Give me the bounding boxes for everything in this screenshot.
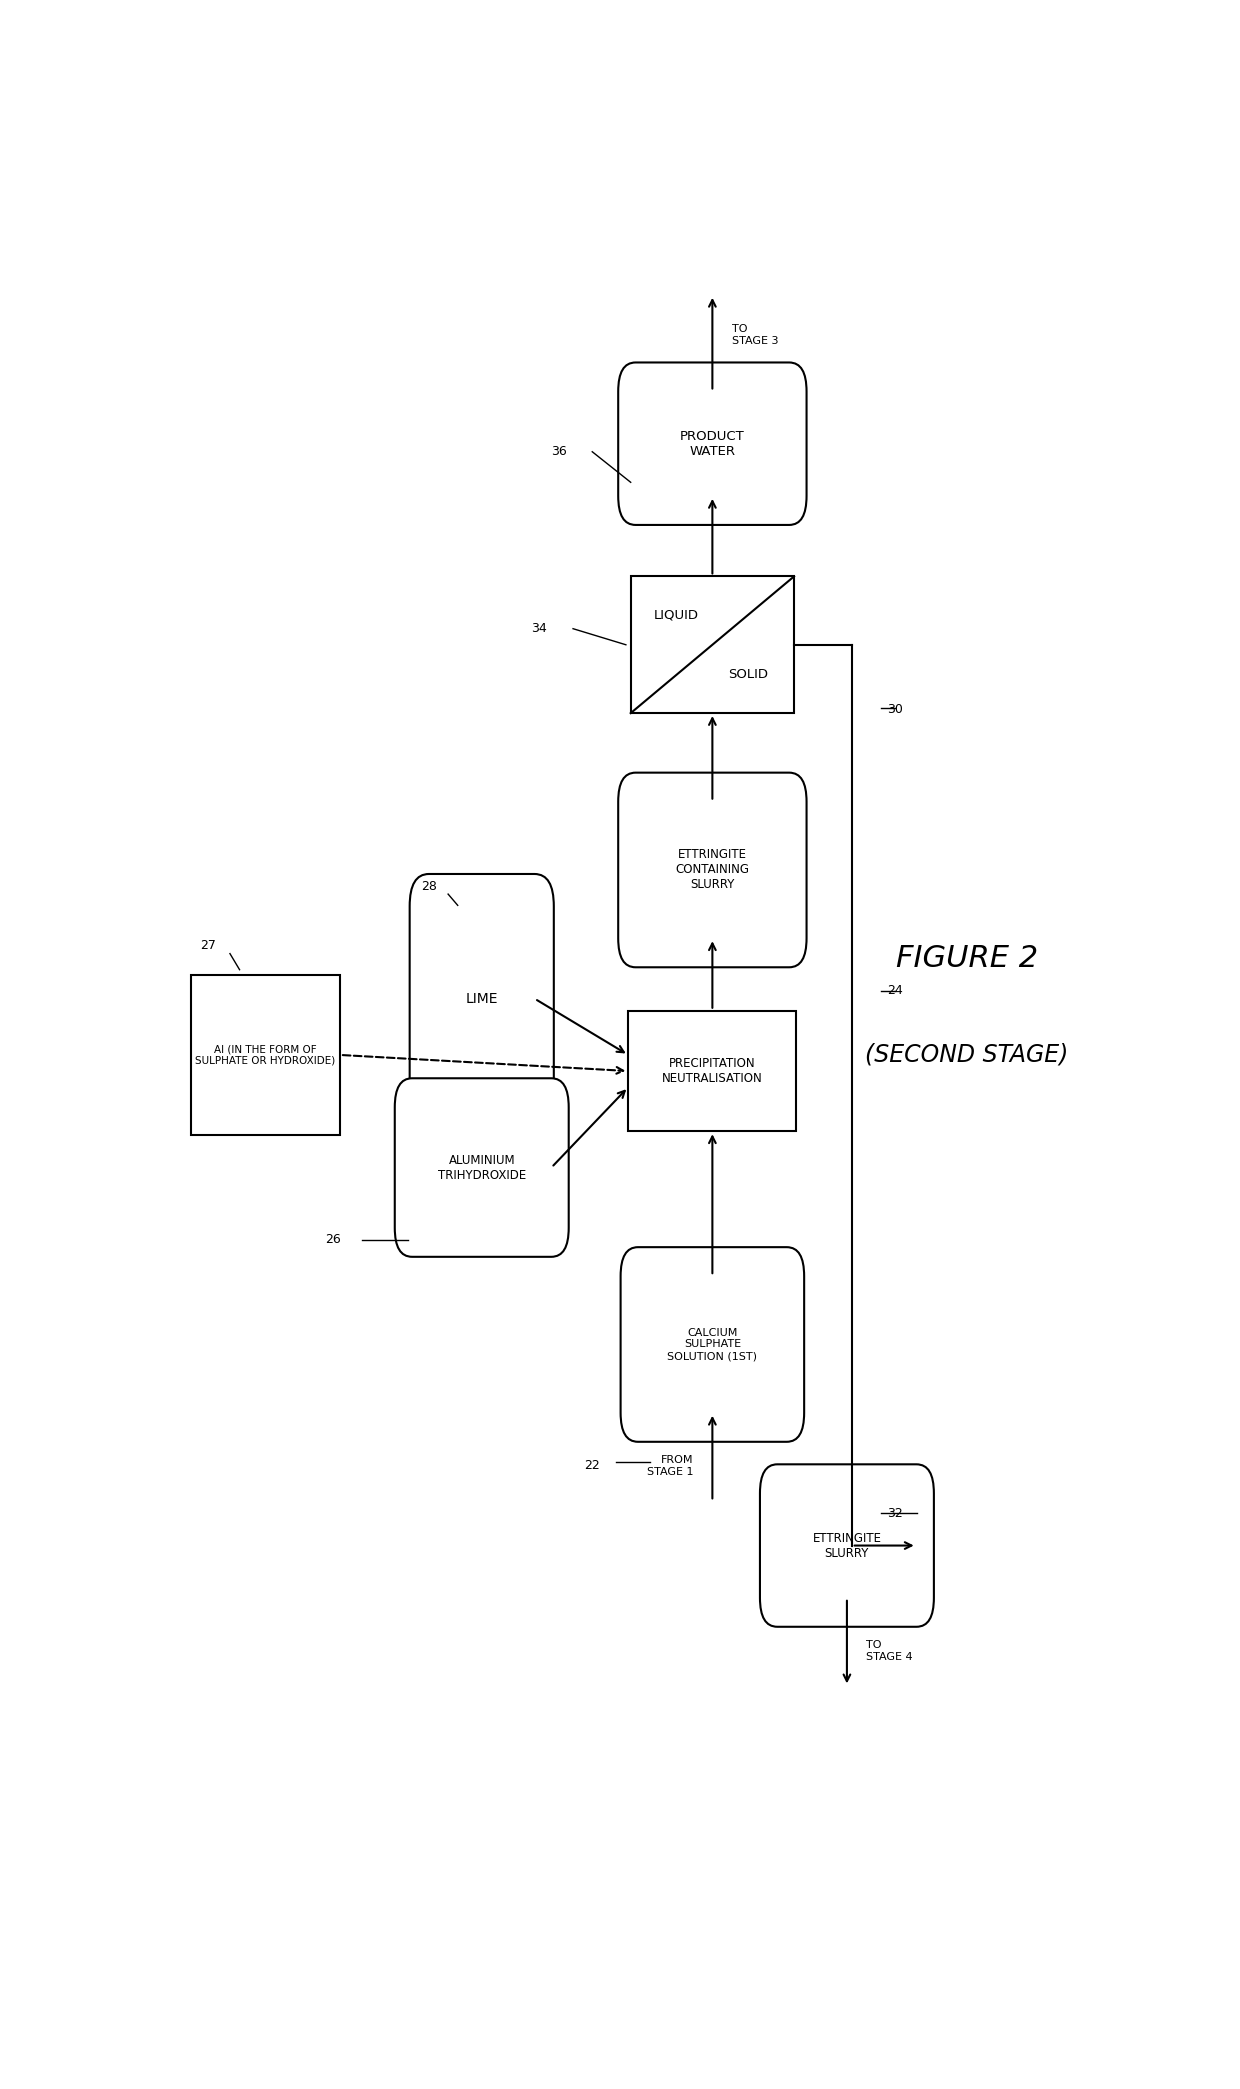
Text: TO
STAGE 3: TO STAGE 3: [732, 324, 779, 347]
Text: FROM
STAGE 1: FROM STAGE 1: [647, 1456, 693, 1477]
Text: CALCIUM
SULPHATE
SOLUTION (1ST): CALCIUM SULPHATE SOLUTION (1ST): [667, 1329, 758, 1362]
FancyBboxPatch shape: [394, 1078, 569, 1258]
Text: ETTRINGITE
CONTAINING
SLURRY: ETTRINGITE CONTAINING SLURRY: [676, 848, 749, 892]
Bar: [631, 577, 794, 712]
Text: 26: 26: [325, 1233, 341, 1247]
FancyBboxPatch shape: [619, 773, 806, 967]
FancyBboxPatch shape: [409, 873, 554, 1124]
Text: 36: 36: [551, 445, 567, 457]
Text: 22: 22: [584, 1458, 600, 1471]
Text: TO
STAGE 4: TO STAGE 4: [866, 1640, 913, 1661]
Text: 28: 28: [420, 879, 436, 892]
Text: SOLID: SOLID: [728, 668, 769, 681]
Text: Al (IN THE FORM OF
SULPHATE OR HYDROXIDE): Al (IN THE FORM OF SULPHATE OR HYDROXIDE…: [196, 1044, 336, 1065]
Text: FIGURE 2: FIGURE 2: [897, 944, 1038, 973]
FancyBboxPatch shape: [760, 1464, 934, 1627]
Text: PRODUCT
WATER: PRODUCT WATER: [680, 430, 745, 457]
Text: (SECOND STAGE): (SECOND STAGE): [866, 1042, 1069, 1067]
Text: 24: 24: [887, 984, 903, 996]
FancyBboxPatch shape: [619, 363, 806, 524]
Bar: [629, 1011, 796, 1132]
Text: ETTRINGITE
SLURRY: ETTRINGITE SLURRY: [812, 1531, 882, 1560]
Text: ALUMINIUM
TRIHYDROXIDE: ALUMINIUM TRIHYDROXIDE: [438, 1153, 526, 1182]
Text: PRECIPITATION
NEUTRALISATION: PRECIPITATION NEUTRALISATION: [662, 1057, 763, 1084]
FancyBboxPatch shape: [620, 1247, 805, 1441]
Text: 30: 30: [887, 702, 903, 717]
Bar: [191, 973, 340, 1136]
Text: LIME: LIME: [465, 992, 498, 1005]
Text: 34: 34: [532, 623, 547, 635]
Text: LIQUID: LIQUID: [653, 608, 699, 620]
Text: 32: 32: [887, 1506, 903, 1521]
Text: 27: 27: [200, 940, 216, 953]
